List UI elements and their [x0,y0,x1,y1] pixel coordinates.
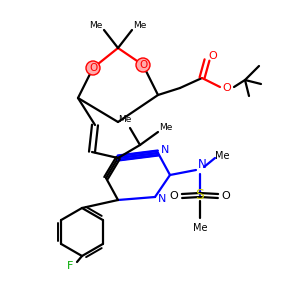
Text: Me: Me [193,223,207,233]
Text: O: O [169,191,178,201]
Text: N: N [161,145,169,155]
Circle shape [86,61,100,75]
Text: Me: Me [133,22,147,31]
Text: Me: Me [159,122,173,131]
Text: Me: Me [215,151,229,161]
Text: O: O [139,60,147,70]
Text: O: O [223,83,231,93]
Text: S: S [196,188,204,202]
Text: O: O [89,63,97,73]
Circle shape [136,58,150,72]
Text: O: O [208,51,217,61]
Text: O: O [222,191,230,201]
Text: N: N [158,194,166,204]
Text: N: N [198,158,206,172]
Text: Me: Me [118,116,132,124]
Text: F: F [67,261,73,271]
Text: Me: Me [89,22,103,31]
